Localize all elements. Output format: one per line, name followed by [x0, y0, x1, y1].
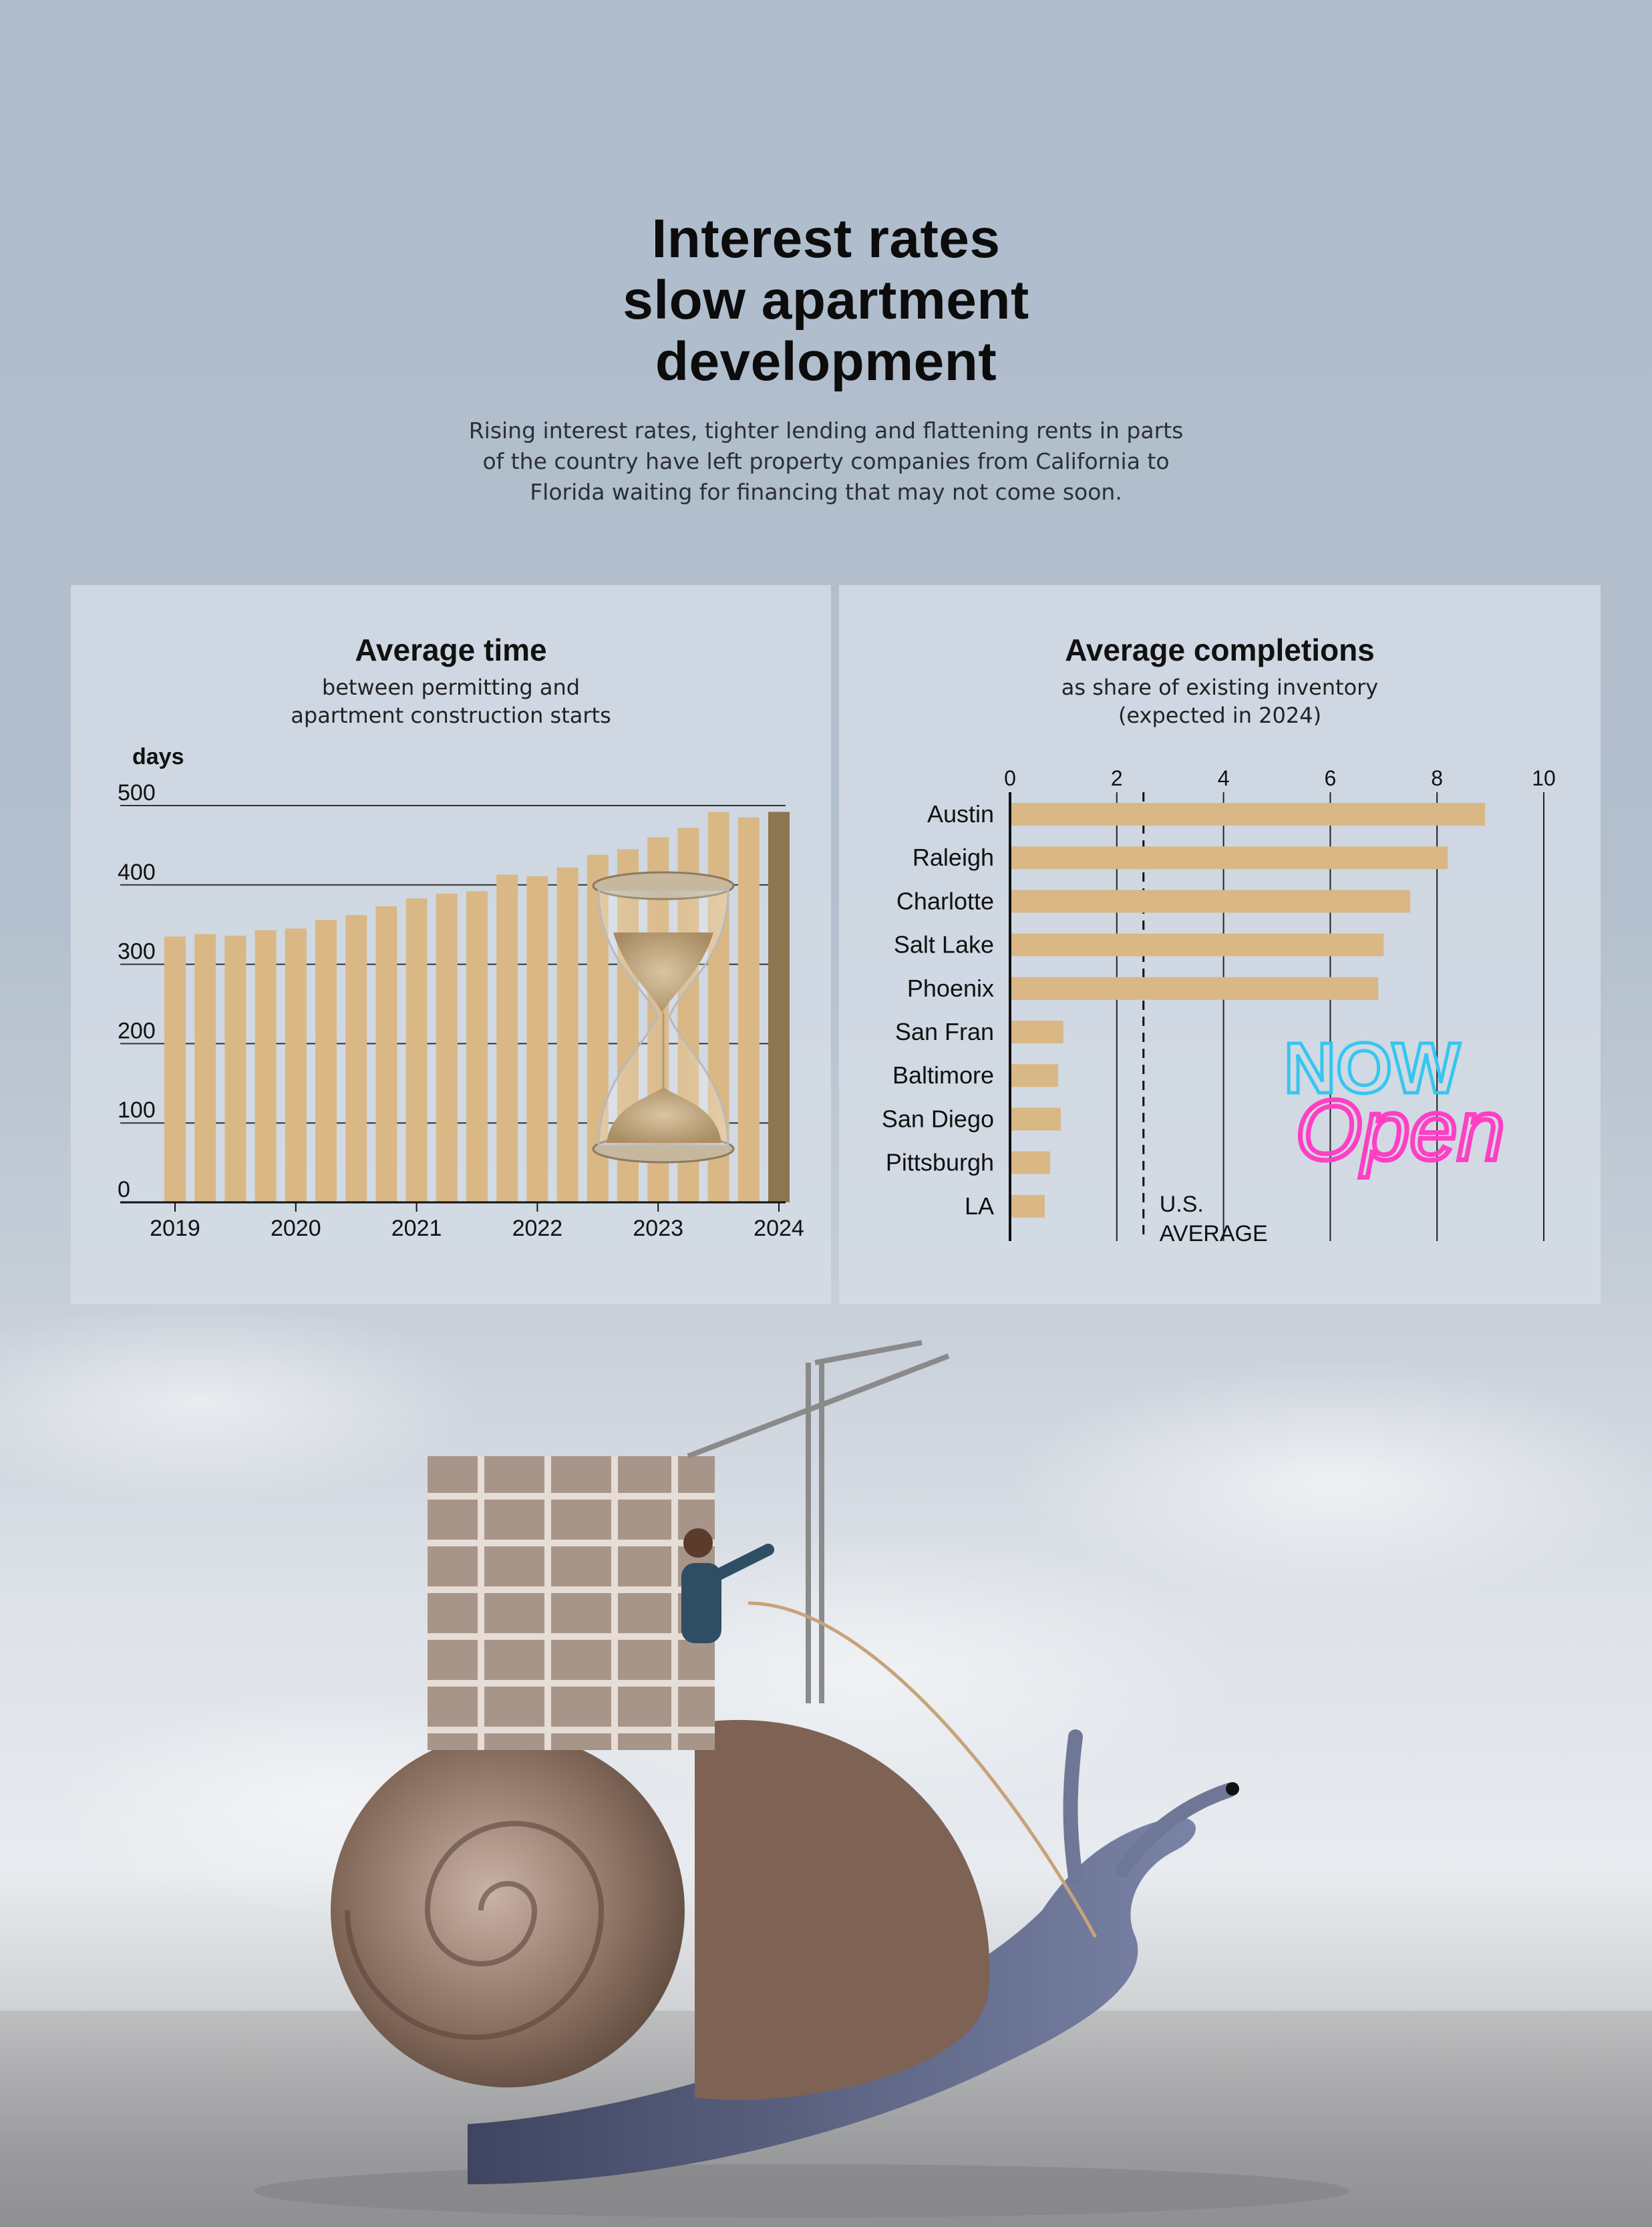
bar: [1011, 846, 1448, 870]
category-label: LA: [965, 1192, 994, 1220]
page-subtitle: Rising interest rates, tighter lending a…: [0, 415, 1652, 508]
title-line: slow apartment: [623, 270, 1029, 331]
snail-body: [468, 1817, 1196, 2184]
average-time-title: Average time: [355, 633, 547, 667]
x-tick-label: 2024: [754, 1216, 804, 1241]
bar: [1011, 1021, 1063, 1043]
bar: [768, 812, 790, 1202]
bar: [556, 867, 579, 1202]
bar: [1011, 1194, 1045, 1218]
category-label: Phoenix: [907, 975, 994, 1002]
x-tick-label: 2020: [271, 1216, 321, 1241]
bar: [1011, 1151, 1050, 1174]
neon-sign-line-2: Open: [1295, 1083, 1504, 1178]
average-completions-bar-chart: 0 2 4 6 8 10 U.S. AVERAGE Austin Raleigh Charlott…: [882, 766, 1556, 1246]
snail-shell-rear: [695, 1719, 990, 2100]
bar: [405, 898, 428, 1202]
category-label: Salt Lake: [894, 931, 994, 959]
snail-shadow: [254, 2164, 1349, 2218]
snail-tentacle: [1115, 1783, 1236, 1878]
bar: [1011, 933, 1384, 957]
average-time-panel: Average time between permitting and apar…: [71, 585, 831, 1304]
hourglass-illustration: [592, 871, 735, 1164]
bar: [255, 930, 277, 1202]
x-tick-label: 2019: [150, 1216, 200, 1241]
bar: [375, 906, 397, 1202]
x-tick-label: 2021: [391, 1216, 442, 1241]
snail-eye: [1226, 1782, 1239, 1795]
rider-figure: [681, 1528, 774, 1643]
bar: [315, 920, 337, 1202]
crane-illustration: [687, 1340, 950, 1703]
subtitle-line: Florida waiting for financing that may n…: [530, 479, 1122, 505]
y-tick-label: 500: [118, 780, 156, 806]
y-tick-label: 200: [118, 1018, 156, 1043]
us-average-label: U.S.: [1160, 1192, 1204, 1217]
bar: [345, 914, 367, 1202]
x-tick-label: 6: [1325, 766, 1337, 790]
snail-tentacle: [1063, 1729, 1083, 1884]
average-time-subtitle: between permitting and apartment constru…: [71, 673, 831, 729]
bar: [466, 891, 488, 1202]
title-line: Interest rates: [651, 208, 1001, 269]
bar: [436, 893, 458, 1202]
x-tick-label: 10: [1532, 766, 1556, 790]
y-tick-label: 300: [118, 939, 156, 965]
x-tick-label: 2022: [512, 1216, 563, 1241]
x-tick-label: 8: [1431, 766, 1443, 790]
snail-shell-spiral: [345, 1821, 605, 2040]
us-average-label: AVERAGE: [1160, 1221, 1268, 1246]
average-completions-subtitle-line: as share of existing inventory: [1061, 675, 1379, 700]
now-open-neon-sign: NOW Open: [1283, 1026, 1508, 1181]
category-label: San Fran: [895, 1018, 994, 1045]
average-time-bar-chart: days 0 100 200 300 400 500 2019 2020 2021 2022 202…: [118, 744, 804, 1241]
bar: [1011, 1064, 1058, 1087]
y-tick-label: 100: [118, 1097, 156, 1123]
snail-illustration: [254, 1340, 1349, 2218]
category-label: Austin: [927, 800, 994, 828]
bar: [224, 935, 246, 1202]
average-completions-subtitle-line: (expected in 2024): [1118, 703, 1322, 728]
y-tick-label: 400: [118, 860, 156, 885]
x-tick-label: 2023: [633, 1216, 683, 1241]
average-time-subtitle-line: between permitting and: [321, 675, 581, 700]
bar: [737, 817, 760, 1202]
bar: [1011, 803, 1486, 826]
bar: [164, 936, 186, 1202]
category-label: Charlotte: [896, 887, 994, 914]
subtitle-line: Rising interest rates, tighter lending a…: [468, 417, 1184, 444]
average-completions-subtitle: as share of existing inventory (expected…: [839, 673, 1601, 729]
category-label: Baltimore: [892, 1061, 994, 1089]
bar: [496, 874, 518, 1202]
category-label: San Diego: [882, 1105, 994, 1132]
snail-shell: [331, 1733, 685, 2087]
bar: [194, 934, 216, 1202]
bar: [1011, 977, 1379, 1000]
bar: [1011, 890, 1411, 913]
bar: [1011, 1107, 1061, 1131]
x-tick-label: 0: [1004, 766, 1016, 790]
average-completions-title: Average completions: [1065, 633, 1375, 667]
y-axis-label: days: [132, 744, 184, 769]
x-tick-label: 4: [1218, 766, 1230, 790]
neon-sign-line-1: NOW: [1284, 1027, 1460, 1108]
bar: [285, 928, 307, 1202]
bar: [526, 876, 548, 1202]
reins: [748, 1601, 1098, 1938]
average-time-subtitle-line: apartment construction starts: [291, 703, 611, 728]
subtitle-line: of the country have left property compan…: [482, 448, 1170, 474]
x-tick-label: 2: [1111, 766, 1123, 790]
building-illustration: [428, 1456, 715, 1750]
category-label: Pittsburgh: [886, 1149, 994, 1176]
page-title: Interest rates slow apartment developmen…: [0, 208, 1652, 393]
average-completions-panel: Average completions as share of existing…: [839, 585, 1601, 1304]
title-line: development: [655, 331, 997, 392]
y-tick-label: 0: [118, 1177, 130, 1202]
category-label: Raleigh: [913, 844, 994, 871]
